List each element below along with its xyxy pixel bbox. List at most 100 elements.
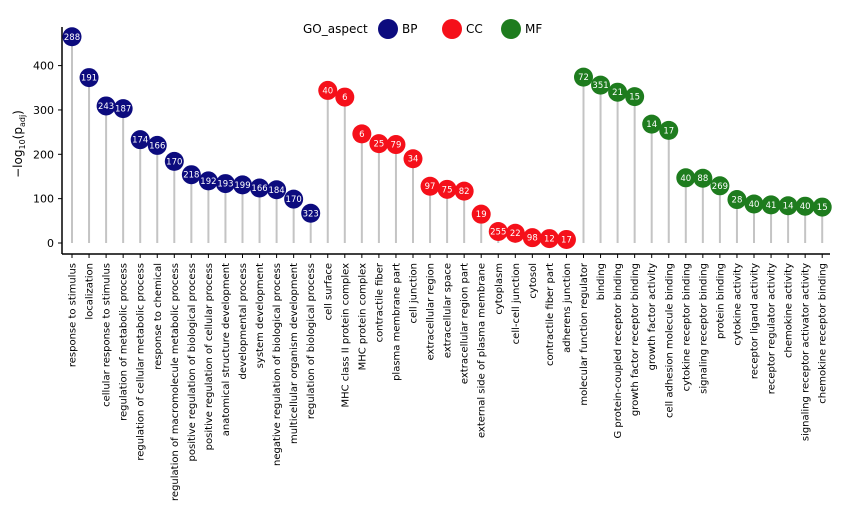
y-axis-title-paren-sub: adj — [18, 115, 27, 127]
point-marker — [284, 189, 304, 209]
x-category-label: developmental process — [238, 263, 249, 379]
point-marker — [352, 124, 372, 144]
point-marker — [778, 196, 798, 216]
x-category-label: cell surface — [323, 263, 334, 320]
point-count-label: 12 — [544, 235, 555, 245]
y-axis-title: −log10(padj) — [11, 110, 27, 178]
point-count-label: 40 — [680, 174, 691, 184]
point-count-label: 21 — [612, 88, 623, 98]
point-marker — [676, 168, 696, 188]
x-category-label: regulation of macromolecule metabolic pr… — [170, 263, 181, 501]
point-marker — [710, 176, 730, 196]
x-category-label: receptor ligand activity — [750, 263, 761, 379]
legend-label-cc: CC — [466, 22, 483, 36]
x-category-label: response to stimulus — [68, 263, 79, 367]
x-category-label: cellular response to stimulus — [102, 263, 113, 407]
x-category-label: growth factor receptor binding — [630, 263, 641, 416]
point-count-label: 17 — [663, 126, 674, 136]
point-marker — [164, 151, 184, 171]
point-count-label: 351 — [592, 81, 608, 91]
point-count-label: 79 — [391, 141, 402, 151]
point-count-label: 187 — [115, 105, 131, 115]
point-marker — [130, 130, 150, 150]
point-count-label: 41 — [766, 201, 777, 211]
x-category-label: contractile fiber — [374, 262, 385, 342]
point-count-label: 6 — [359, 130, 364, 140]
y-tick-label: 100 — [33, 193, 54, 206]
point-count-label: 14 — [646, 120, 657, 130]
point-count-label: 98 — [527, 234, 538, 244]
point-count-label: 288 — [64, 33, 80, 43]
x-category-label: MHC protein complex — [357, 263, 368, 370]
x-category-label: regulation of biological process — [306, 263, 317, 419]
point-count-label: 174 — [132, 136, 148, 146]
svg-text:−log10(padj): −log10(padj) — [11, 110, 27, 178]
point-marker — [233, 175, 252, 195]
legend-label-bp: BP — [402, 22, 417, 36]
point-count-label: 199 — [234, 181, 250, 191]
point-count-label: 170 — [286, 195, 302, 205]
legend-label-mf: MF — [525, 22, 542, 36]
x-category-label: regulation of cellular metabolic process — [136, 263, 147, 461]
point-count-label: 28 — [732, 196, 743, 206]
point-marker — [147, 135, 167, 155]
x-category-label: G protein-coupled receptor binding — [613, 263, 624, 439]
x-category-label: cell adhesion molecule binding — [664, 263, 675, 418]
point-count-label: 75 — [442, 185, 453, 195]
point-count-label: 218 — [183, 171, 199, 181]
x-category-label: contractile fiber part — [545, 263, 556, 366]
point-marker — [642, 114, 662, 134]
point-count-label: 88 — [697, 174, 708, 184]
point-marker — [539, 229, 559, 249]
x-category-label: cytosol — [528, 263, 539, 299]
point-count-label: 15 — [817, 203, 828, 213]
x-category-label: adherens junction — [562, 263, 573, 353]
x-category-label: MHC class II protein complex — [340, 263, 351, 408]
y-axis-title-paren-close: ) — [11, 110, 25, 115]
point-marker — [488, 221, 508, 241]
x-category-label: positive regulation of biological proces… — [187, 263, 198, 461]
x-category-label: binding — [596, 263, 607, 300]
point-count-label: 323 — [303, 209, 319, 219]
point-marker — [437, 179, 457, 199]
x-category-label: signaling receptor activator activity — [801, 263, 812, 441]
point-marker — [369, 134, 389, 154]
x-category-label: protein binding — [715, 263, 726, 339]
point-marker — [659, 120, 679, 140]
y-tick-label: 0 — [47, 237, 54, 250]
point-marker — [625, 87, 645, 107]
x-category-label: signaling receptor binding — [698, 263, 709, 394]
point-marker — [795, 196, 815, 216]
x-category-label: cytoplasm — [494, 263, 505, 315]
point-marker — [301, 203, 321, 223]
point-marker — [591, 75, 611, 95]
x-category-label: anatomical structure development — [221, 263, 232, 436]
y-tick-label: 200 — [33, 148, 54, 161]
point-count-label: 17 — [561, 235, 572, 245]
point-count-label: 72 — [578, 73, 589, 83]
point-marker — [812, 197, 832, 217]
legend-key-mf — [501, 19, 521, 39]
point-count-label: 243 — [98, 102, 114, 112]
point-marker — [471, 204, 491, 224]
y-tick-label: 300 — [33, 104, 54, 117]
point-marker — [335, 87, 355, 107]
point-count-label: 14 — [783, 202, 794, 212]
y-tick-label: 400 — [33, 60, 54, 73]
point-count-label: 34 — [408, 155, 419, 165]
x-category-label: molecular function regulator — [579, 262, 590, 406]
y-axis-title-paren-open: (p — [11, 127, 25, 139]
point-count-label: 40 — [322, 86, 333, 96]
y-axis-title-main: −log — [11, 150, 25, 178]
x-category-label: cytokine receptor binding — [681, 263, 692, 391]
point-count-label: 166 — [251, 184, 267, 194]
point-marker — [761, 195, 781, 215]
x-category-label: cytokine activity — [732, 263, 743, 346]
point-marker — [215, 174, 235, 194]
point-marker — [198, 171, 218, 191]
point-marker — [693, 168, 713, 188]
x-category-label: chemokine receptor binding — [818, 263, 829, 404]
point-marker — [522, 228, 542, 248]
point-count-label: 192 — [200, 177, 216, 187]
